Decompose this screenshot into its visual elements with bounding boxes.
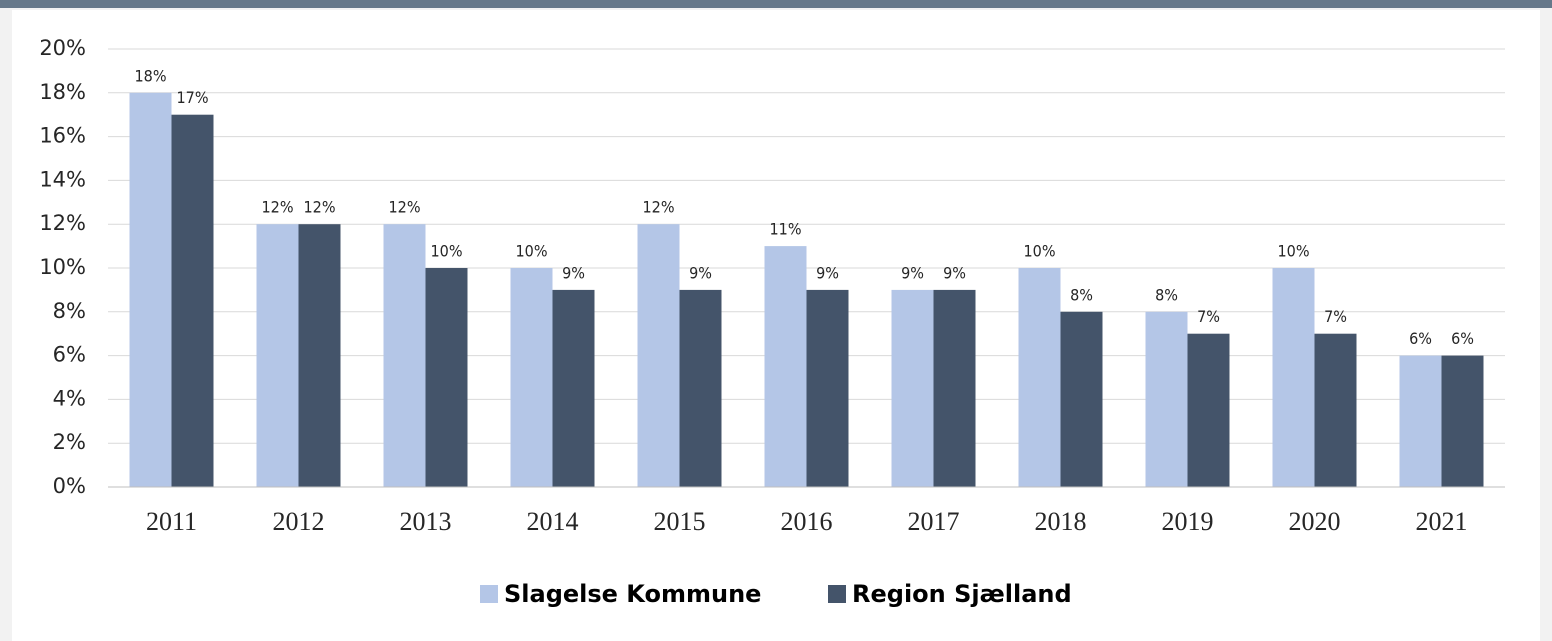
legend-label: Region Sjælland <box>852 580 1072 608</box>
top-border <box>0 0 1552 8</box>
bar <box>1018 268 1061 487</box>
y-tick-label: 2% <box>53 430 86 454</box>
y-tick-label: 10% <box>39 255 86 279</box>
x-tick-label: 2019 <box>1162 507 1214 536</box>
data-label: 8% <box>1070 285 1093 304</box>
x-tick-label: 2018 <box>1035 507 1087 536</box>
data-label: 11% <box>770 220 802 239</box>
bar <box>425 268 468 487</box>
bar <box>1145 311 1188 487</box>
bar <box>129 92 172 488</box>
data-label: 18% <box>135 66 167 85</box>
data-label: 9% <box>943 263 966 282</box>
bar <box>637 224 680 487</box>
data-label: 12% <box>389 198 421 217</box>
x-tick-label: 2020 <box>1289 507 1341 536</box>
legend-label: Slagelse Kommune <box>504 580 761 608</box>
x-tick-label: 2015 <box>654 507 706 536</box>
data-label: 9% <box>689 263 712 282</box>
data-label: 10% <box>1278 242 1310 261</box>
bar <box>891 289 934 487</box>
y-tick-label: 4% <box>53 386 86 410</box>
bar <box>298 224 341 487</box>
data-label: 10% <box>516 242 548 261</box>
bar <box>171 114 214 487</box>
data-label: 8% <box>1155 285 1178 304</box>
bar <box>510 268 553 487</box>
bar <box>383 224 426 487</box>
y-tick-label: 8% <box>53 299 86 323</box>
bar <box>806 289 849 487</box>
bar <box>679 289 722 487</box>
y-tick-label: 12% <box>39 211 86 235</box>
data-label: 10% <box>1024 242 1056 261</box>
bar <box>764 246 807 487</box>
data-label: 12% <box>643 198 675 217</box>
legend-swatch <box>828 585 846 603</box>
x-tick-label: 2014 <box>527 507 579 536</box>
bar <box>1399 355 1442 487</box>
data-label: 12% <box>262 198 294 217</box>
y-tick-label: 16% <box>39 124 86 148</box>
data-label: 12% <box>304 198 336 217</box>
bar <box>1314 333 1357 487</box>
y-tick-label: 20% <box>39 36 86 60</box>
y-tick-label: 18% <box>39 80 86 104</box>
y-tick-label: 6% <box>53 343 86 367</box>
data-label: 6% <box>1451 329 1474 348</box>
data-label: 9% <box>562 263 585 282</box>
x-tick-label: 2011 <box>146 507 197 536</box>
data-label: 9% <box>901 263 924 282</box>
data-label: 17% <box>177 88 209 107</box>
bar <box>1060 311 1103 487</box>
bar <box>1272 268 1315 487</box>
data-label: 9% <box>816 263 839 282</box>
data-label: 10% <box>431 242 463 261</box>
x-tick-label: 2012 <box>273 507 325 536</box>
bar <box>1441 355 1484 487</box>
bar <box>256 224 299 487</box>
bar <box>933 289 976 487</box>
legend-swatch <box>480 585 498 603</box>
y-tick-label: 0% <box>53 474 86 498</box>
x-tick-label: 2021 <box>1416 507 1468 536</box>
data-label: 6% <box>1409 329 1432 348</box>
x-tick-label: 2016 <box>781 507 833 536</box>
x-tick-label: 2013 <box>400 507 452 536</box>
bar <box>1187 333 1230 487</box>
x-tick-label: 2017 <box>908 507 960 536</box>
bar <box>552 289 595 487</box>
data-label: 7% <box>1324 307 1347 326</box>
y-tick-label: 14% <box>39 167 86 191</box>
data-label: 7% <box>1197 307 1220 326</box>
